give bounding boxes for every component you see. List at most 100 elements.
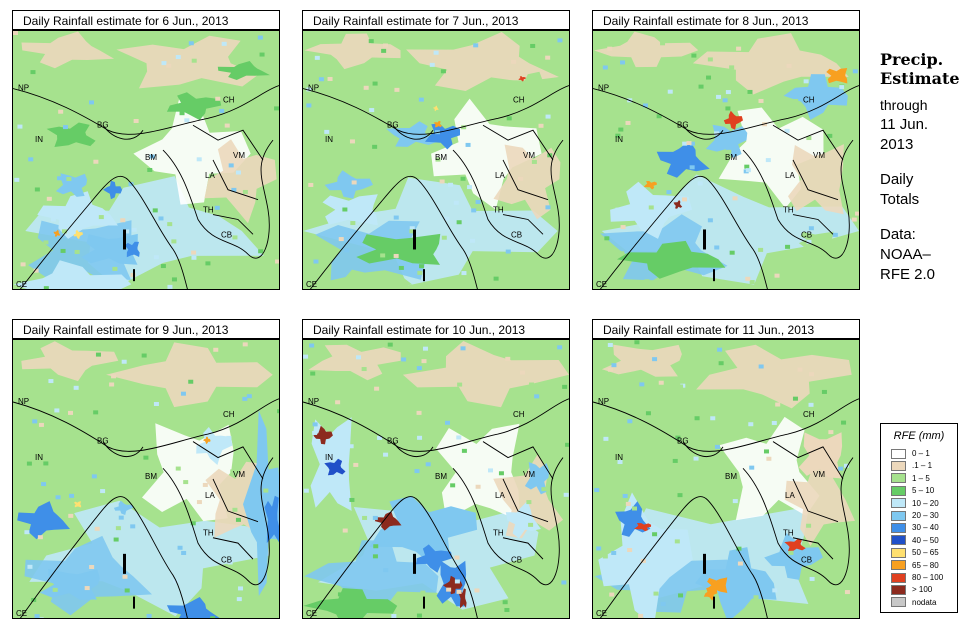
rain-speck — [49, 403, 55, 408]
rain-cell — [53, 229, 61, 237]
country-label: IN — [615, 135, 623, 144]
rain-speck — [219, 108, 225, 113]
rain-speck — [747, 89, 753, 94]
country-label: CH — [513, 410, 525, 419]
rain-speck — [60, 248, 66, 253]
rain-speck — [196, 157, 202, 162]
rain-speck — [519, 370, 525, 375]
rain-speck — [531, 407, 537, 412]
country-label: NP — [18, 84, 29, 93]
country-label: CB — [221, 230, 232, 239]
legend-swatch — [891, 510, 906, 521]
country-label: IN — [35, 135, 43, 144]
island — [713, 269, 715, 282]
rain-speck — [38, 422, 44, 427]
rain-speck — [338, 237, 344, 242]
rain-speck — [454, 579, 460, 584]
rain-cell — [826, 68, 848, 84]
border-line — [599, 496, 768, 618]
rain-speck — [435, 389, 441, 394]
rain-speck — [153, 255, 159, 260]
rain-cell — [598, 492, 693, 618]
rain-speck — [160, 264, 166, 269]
rain-speck — [43, 240, 49, 245]
rain-speck — [706, 75, 712, 80]
rain-speck — [242, 189, 248, 194]
rain-cell — [196, 427, 233, 465]
rain-speck — [694, 416, 700, 421]
rain-speck — [361, 367, 367, 372]
rain-speck — [89, 565, 95, 570]
rain-cell — [673, 200, 683, 209]
rain-speck — [678, 593, 684, 598]
rain-speck — [37, 535, 43, 540]
rain-speck — [391, 614, 397, 618]
rain-field — [696, 344, 852, 409]
rain-speck — [607, 342, 613, 347]
rain-speck — [487, 468, 493, 473]
country-label: VM — [523, 470, 535, 479]
rain-cell — [313, 425, 333, 445]
rain-speck — [766, 456, 772, 461]
rain-speck — [175, 466, 181, 471]
rain-speck — [417, 270, 423, 275]
rain-speck — [121, 359, 127, 364]
rain-speck — [753, 595, 759, 600]
country-label: BM — [145, 153, 157, 162]
legend-swatch — [891, 460, 906, 471]
rain-speck — [528, 522, 534, 527]
rain-speck — [349, 139, 355, 144]
rain-speck — [131, 227, 137, 232]
rain-speck — [191, 255, 197, 260]
country-label: NP — [308, 397, 319, 406]
rain-speck — [312, 430, 318, 435]
rain-speck — [454, 555, 460, 560]
legend-swatch — [891, 498, 906, 509]
country-label: LA — [205, 171, 215, 180]
country-label: BG — [387, 437, 399, 446]
rain-speck — [505, 356, 511, 361]
rain-speck — [246, 394, 252, 399]
rain-speck — [620, 225, 626, 230]
rain-speck — [382, 43, 388, 48]
legend-item: 30 – 40 — [891, 522, 939, 533]
rain-speck — [465, 142, 471, 147]
rain-field — [402, 341, 569, 408]
rain-speck — [838, 466, 844, 471]
rain-speck — [461, 448, 467, 453]
rain-speck — [228, 163, 234, 168]
rain-cell — [416, 544, 453, 573]
rain-speck — [561, 580, 567, 585]
rain-speck — [460, 346, 466, 351]
rain-speck — [69, 493, 75, 498]
rain-speck — [602, 554, 608, 559]
rain-speck — [46, 196, 52, 201]
rain-speck — [337, 592, 343, 597]
rain-field — [431, 98, 542, 210]
rain-speck — [372, 81, 378, 86]
rain-speck — [745, 276, 751, 281]
rain-speck — [373, 544, 379, 549]
rain-speck — [242, 396, 248, 401]
country-label: TH — [493, 206, 504, 215]
rain-speck — [538, 123, 544, 128]
rain-speck — [461, 125, 467, 130]
rain-speck — [725, 90, 731, 95]
country-label: BM — [725, 153, 737, 162]
rain-speck — [277, 409, 279, 414]
rain-speck — [460, 176, 466, 181]
rain-speck — [788, 550, 794, 555]
legend-item: 50 – 65 — [891, 547, 939, 558]
rain-speck — [166, 63, 172, 68]
rain-speck — [634, 340, 640, 345]
country-label: CE — [596, 280, 607, 289]
country-label: VM — [233, 470, 245, 479]
country-label: CB — [801, 555, 812, 564]
rain-speck — [419, 264, 425, 269]
rain-speck — [88, 100, 94, 105]
island — [423, 596, 425, 609]
rain-speck — [32, 419, 38, 424]
rain-speck — [765, 158, 771, 163]
rain-speck — [722, 98, 728, 103]
rain-cell — [524, 462, 550, 495]
